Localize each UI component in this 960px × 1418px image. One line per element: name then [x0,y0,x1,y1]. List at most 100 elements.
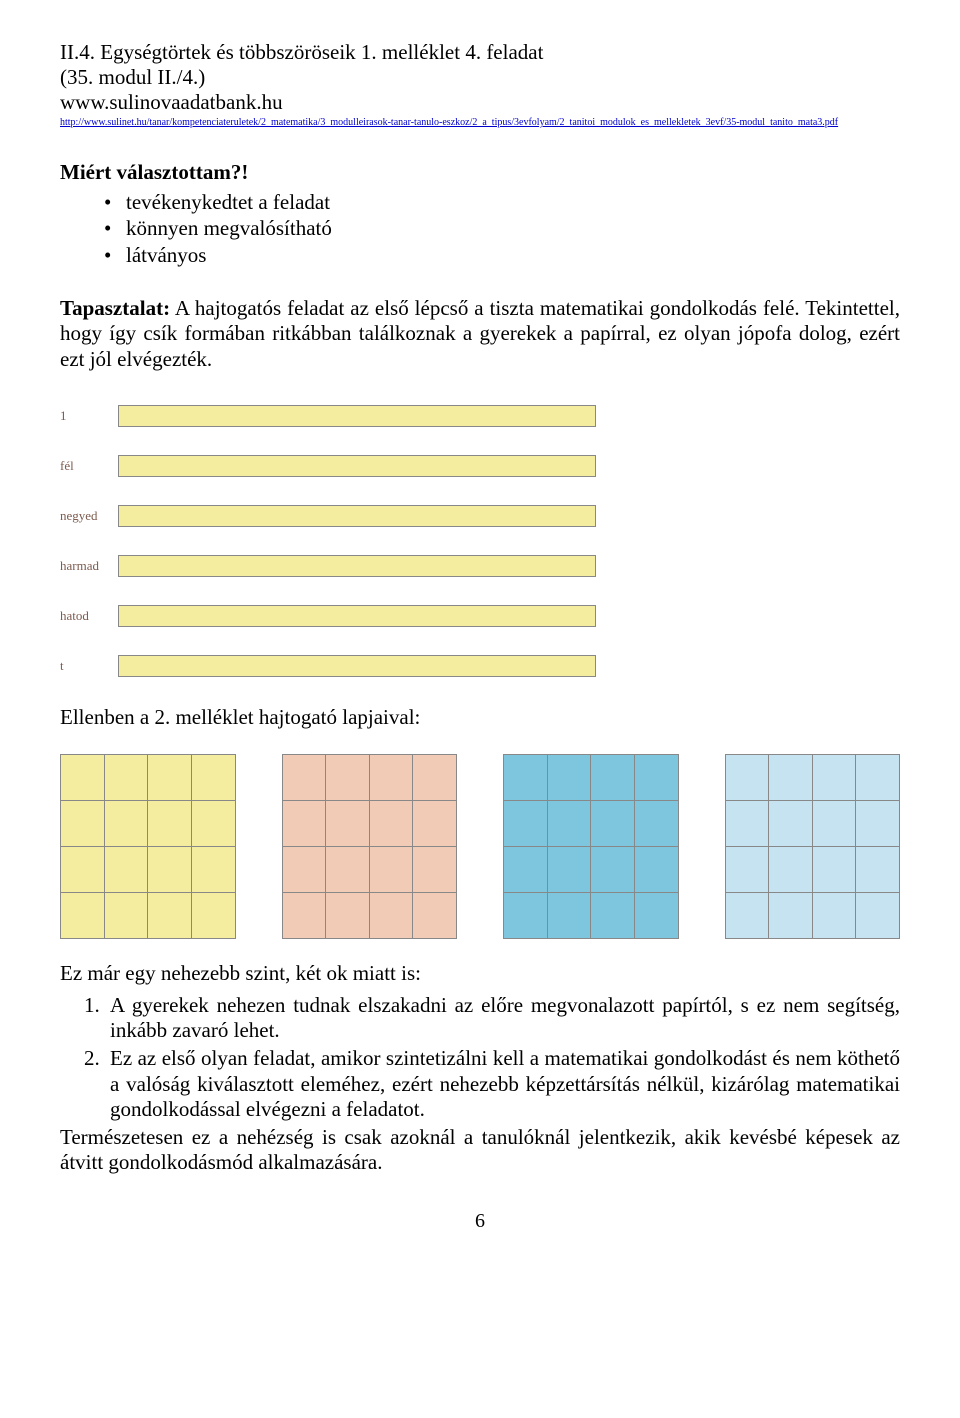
folding-grid-cell [369,847,413,893]
closing-paragraph: Természetesen ez a nehézség is csak azok… [60,1125,900,1176]
fraction-strip-label: hatod [60,608,118,624]
fraction-strip-box [118,605,596,627]
folding-grid-cell [369,801,413,847]
folding-grid-cell [148,847,192,893]
folding-grid-cell [856,847,900,893]
folding-grid-cell [326,847,370,893]
folding-grid-cell [191,847,235,893]
title-line: II.4. Egységtörtek és többszöröseik 1. m… [60,40,900,65]
folding-grid-cell [413,847,457,893]
folding-grid-cell [547,893,591,939]
folding-grid-cell [634,801,678,847]
fraction-strip-label: t [60,658,118,674]
folding-grid-cell [547,755,591,801]
folding-grid-cell [504,755,548,801]
folding-grid-cell [725,801,769,847]
fraction-strip-box [118,455,596,477]
reason-item: 2. Ez az első olyan feladat, amikor szin… [84,1046,900,1123]
folding-grid-cell [413,801,457,847]
folding-grid [60,754,236,939]
fraction-strips: 1 fél negyed harmad hatod t [60,405,900,677]
fraction-strip-row: 1 [60,405,900,427]
folding-grid-cell [326,893,370,939]
folding-grid-cell [856,801,900,847]
folding-grid-cell [282,847,326,893]
reason-number: 2. [84,1046,100,1072]
folding-grid-cell [413,893,457,939]
folding-grid-cell [282,801,326,847]
fraction-strip-label: fél [60,458,118,474]
folding-grid-cell [148,755,192,801]
folding-grid-cell [504,893,548,939]
folding-grid-cell [148,893,192,939]
reason-text: A gyerekek nehezen tudnak elszakadni az … [110,993,900,1043]
folding-grid [725,754,901,939]
fraction-strip-label: 1 [60,408,118,424]
folding-grid-cell [812,755,856,801]
folding-grid-cell [61,893,105,939]
folding-grid-cell [191,755,235,801]
page-number: 6 [60,1210,900,1233]
folding-grid-cell [61,755,105,801]
folding-grid-cell [769,847,813,893]
fraction-strip-row: harmad [60,555,900,577]
folding-grid [282,754,458,939]
reasons-list: 1. A gyerekek nehezen tudnak elszakadni … [84,993,900,1123]
why-bullet-list: tevékenykedtet a feladat könnyen megvaló… [104,189,900,268]
folding-grid-cell [856,755,900,801]
ellenben-text: Ellenben a 2. melléklet hajtogató lapjai… [60,705,900,731]
reason-text: Ez az első olyan feladat, amikor szintet… [110,1046,900,1121]
folding-grid-cell [61,847,105,893]
folding-grid-cell [725,893,769,939]
folding-grid-cell [504,847,548,893]
folding-grid-cell [191,801,235,847]
folding-grid-cell [148,801,192,847]
folding-grid-cell [725,755,769,801]
subtitle-line: (35. modul II./4.) [60,65,900,90]
folding-grid-cell [812,893,856,939]
fraction-strip-box [118,505,596,527]
fraction-strip-label: harmad [60,558,118,574]
fraction-strip-row: t [60,655,900,677]
folding-grid-cell [104,847,148,893]
folding-grid-cell [547,801,591,847]
reason-number: 1. [84,993,100,1019]
fraction-strip-row: hatod [60,605,900,627]
reason-item: 1. A gyerekek nehezen tudnak elszakadni … [84,993,900,1044]
folding-grid-cell [769,801,813,847]
folding-grid-cell [369,755,413,801]
folding-grid-cell [191,893,235,939]
folding-grid-cell [812,801,856,847]
folding-grid-cell [634,755,678,801]
folding-grid [503,754,679,939]
folding-grid-cell [591,755,635,801]
folding-grid-cell [856,893,900,939]
fraction-strip-row: fél [60,455,900,477]
fraction-strip-box [118,655,596,677]
tapasztalat-paragraph: Tapasztalat: A hajtogatós feladat az els… [60,296,900,373]
folding-grid-cell [769,893,813,939]
folding-grid-cell [282,755,326,801]
folding-grid-cell [591,847,635,893]
folding-grid-cell [104,893,148,939]
folding-grid-cell [326,755,370,801]
why-bullet-item: látványos [104,242,900,268]
folding-grid-cell [591,893,635,939]
source-url[interactable]: http://www.sulinet.hu/tanar/kompetenciat… [60,117,900,128]
folding-grid-cell [104,801,148,847]
why-bullet-item: tevékenykedtet a feladat [104,189,900,215]
folding-grid-cell [725,847,769,893]
folding-grid-cell [369,893,413,939]
folding-grid-cell [504,801,548,847]
folding-grid-cell [634,893,678,939]
folding-grid-cell [591,801,635,847]
fraction-strip-row: negyed [60,505,900,527]
folding-grid-cell [769,755,813,801]
fraction-strip-box [118,405,596,427]
folding-grid-cell [61,801,105,847]
website-line: www.sulinovaadatbank.hu [60,90,900,115]
folding-grid-cell [413,755,457,801]
harder-intro: Ez már egy nehezebb szint, két ok miatt … [60,961,900,987]
folding-grid-cell [104,755,148,801]
tapasztalat-label: Tapasztalat: [60,296,170,320]
